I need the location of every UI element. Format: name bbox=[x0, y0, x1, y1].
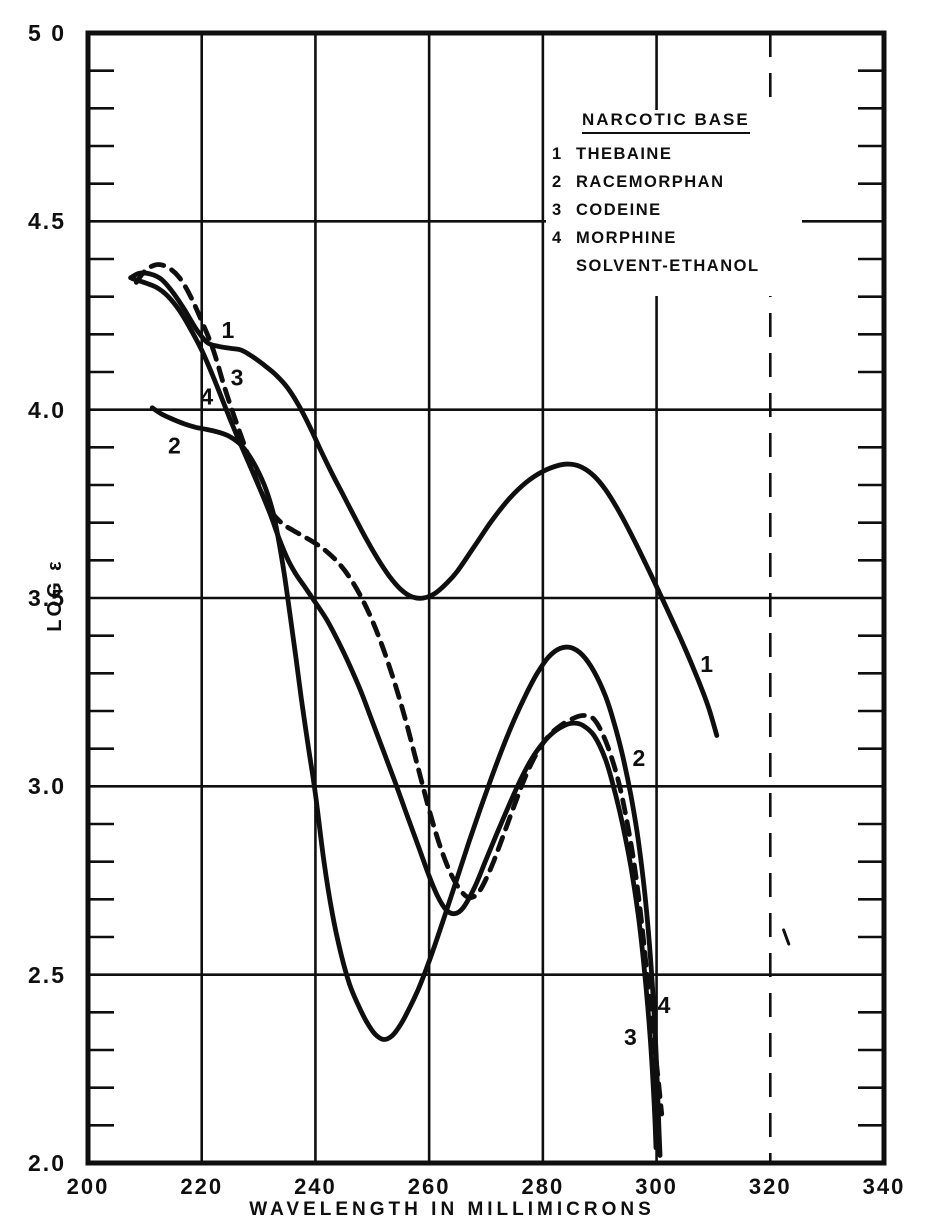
legend-rows: 1 THEBAINE 2 RACEMORPHAN 3 CODEINE 4 MORPHINE bbox=[546, 140, 802, 252]
x-tick-label-240: 240 bbox=[294, 1174, 337, 1199]
legend-entry-number: 4 bbox=[552, 228, 563, 247]
y-tick-label-4: 4.0 bbox=[28, 396, 66, 423]
y-tick-label-2.5: 2.5 bbox=[28, 961, 66, 988]
y-tick-label-2: 2.0 bbox=[28, 1150, 66, 1176]
legend-entry-thebaine: 1 THEBAINE bbox=[546, 140, 802, 168]
x-tick-label-320: 320 bbox=[748, 1174, 792, 1199]
y-tick-label-5: 5 0 bbox=[28, 20, 66, 46]
y-tick-label-3.5: 3.5 bbox=[28, 585, 66, 611]
legend-entry-label: CODEINE bbox=[576, 200, 662, 219]
curve-2-racemorphan bbox=[149, 405, 663, 1158]
legend-entry-label: THEBAINE bbox=[576, 144, 673, 163]
curve-3-codeine bbox=[133, 262, 665, 1117]
legend-entry-number: 2 bbox=[552, 172, 563, 191]
x-tick-label-280: 280 bbox=[521, 1174, 565, 1199]
y-tick-label-4.5: 4.5 bbox=[28, 208, 66, 235]
x-tick-label-200: 200 bbox=[66, 1174, 110, 1199]
curve-label-2-3: 2 bbox=[168, 432, 181, 458]
x-axis-title: WAVELENGTH IN MILLIMICRONS bbox=[249, 1199, 655, 1220]
x-tick-label-260: 260 bbox=[407, 1174, 451, 1199]
curve-label-2-5: 2 bbox=[633, 745, 646, 771]
curve-label-4-6: 4 bbox=[658, 992, 671, 1018]
legend-entry-codeine: 3 CODEINE bbox=[546, 196, 802, 224]
legend-entry-racemorphan: 2 RACEMORPHAN bbox=[546, 168, 802, 196]
legend-entry-label: MORPHINE bbox=[576, 228, 677, 247]
curve-4-morphine bbox=[129, 276, 659, 1151]
x-tick-label-300: 300 bbox=[635, 1174, 678, 1199]
curve-label-3-1: 3 bbox=[231, 365, 244, 391]
x-tick-label-220: 220 bbox=[180, 1174, 224, 1199]
curve-label-4-2: 4 bbox=[200, 383, 213, 409]
legend-entry-morphine: 4 MORPHINE bbox=[546, 224, 802, 252]
legend-title: NARCOTIC BASE bbox=[582, 110, 750, 134]
curve-label-3-7: 3 bbox=[624, 1024, 637, 1050]
legend: NARCOTIC BASE 1 THEBAINE 2 RACEMORPHAN 3 CODE… bbox=[546, 110, 802, 296]
y-tick-label-3: 3.0 bbox=[28, 773, 66, 800]
x-tick-label-340: 340 bbox=[862, 1174, 906, 1199]
plot-frame bbox=[85, 30, 887, 1166]
legend-entry-number: 3 bbox=[552, 200, 563, 219]
stray-mark bbox=[782, 928, 791, 946]
legend-solvent-note: SOLVENT-ETHANOL bbox=[576, 256, 760, 275]
legend-entry-label: RACEMORPHAN bbox=[576, 172, 725, 191]
curve-1-thebaine bbox=[128, 270, 720, 738]
curve-label-1-0: 1 bbox=[221, 317, 234, 343]
curve-label-1-4: 1 bbox=[700, 651, 713, 677]
legend-entry-number: 1 bbox=[552, 144, 563, 163]
